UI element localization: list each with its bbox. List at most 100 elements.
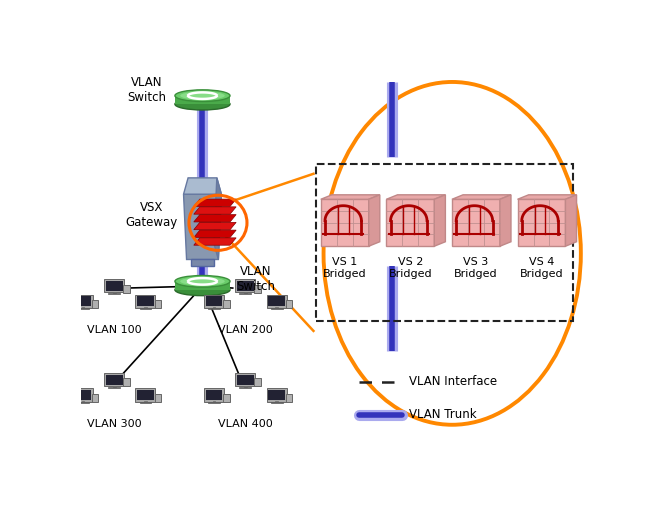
Text: VS 4
Bridged: VS 4 Bridged xyxy=(519,258,563,279)
Bar xyxy=(108,293,120,294)
Bar xyxy=(236,373,255,386)
Bar xyxy=(267,295,286,308)
Polygon shape xyxy=(500,195,511,246)
Polygon shape xyxy=(321,195,380,199)
Bar xyxy=(139,402,151,403)
Text: VLAN 400: VLAN 400 xyxy=(218,419,273,429)
Bar xyxy=(81,307,84,308)
Bar xyxy=(237,281,254,291)
Polygon shape xyxy=(566,195,577,246)
Bar xyxy=(144,307,147,308)
Bar xyxy=(135,388,156,402)
Bar xyxy=(106,375,122,385)
Polygon shape xyxy=(386,195,445,199)
Polygon shape xyxy=(368,195,380,246)
Text: VSX
Gateway: VSX Gateway xyxy=(125,200,178,228)
Bar xyxy=(267,388,286,402)
Ellipse shape xyxy=(175,276,230,287)
Bar xyxy=(106,281,122,291)
Bar xyxy=(240,387,251,388)
Bar xyxy=(244,292,247,293)
Bar xyxy=(275,307,278,308)
Bar xyxy=(92,394,98,402)
Bar xyxy=(77,308,89,310)
Polygon shape xyxy=(518,195,577,199)
Bar xyxy=(386,199,434,246)
Bar xyxy=(139,308,151,310)
Bar xyxy=(240,293,251,294)
Bar xyxy=(175,281,230,290)
Bar xyxy=(154,300,161,308)
Bar xyxy=(255,378,261,386)
Bar xyxy=(204,295,224,308)
Bar xyxy=(236,279,255,292)
Polygon shape xyxy=(452,195,511,199)
Bar xyxy=(74,390,91,400)
Text: VLAN
Switch: VLAN Switch xyxy=(128,76,167,104)
Bar xyxy=(123,378,130,386)
Text: VLAN 200: VLAN 200 xyxy=(218,325,273,335)
Bar xyxy=(73,388,93,402)
Ellipse shape xyxy=(175,90,230,102)
Bar xyxy=(275,401,278,402)
Bar xyxy=(77,402,89,403)
Bar xyxy=(123,285,130,293)
Bar xyxy=(255,285,261,293)
Bar xyxy=(104,373,124,386)
Polygon shape xyxy=(434,195,445,246)
Bar xyxy=(271,308,283,310)
Polygon shape xyxy=(184,194,221,260)
Bar xyxy=(92,300,98,308)
Bar xyxy=(268,296,285,306)
Bar xyxy=(73,295,93,308)
Text: VLAN
Switch: VLAN Switch xyxy=(236,264,275,293)
Bar xyxy=(244,386,247,387)
Polygon shape xyxy=(184,178,221,194)
Polygon shape xyxy=(191,260,214,266)
Bar xyxy=(208,308,220,310)
Text: VS 1
Bridged: VS 1 Bridged xyxy=(323,258,367,279)
Ellipse shape xyxy=(175,284,230,296)
Text: VS 2
Bridged: VS 2 Bridged xyxy=(389,258,432,279)
Bar xyxy=(213,401,215,402)
Bar xyxy=(223,394,230,402)
Bar xyxy=(108,387,120,388)
Bar xyxy=(237,375,254,385)
Bar xyxy=(137,390,154,400)
Polygon shape xyxy=(194,215,236,222)
Bar xyxy=(286,394,292,402)
Bar xyxy=(137,296,154,306)
Bar xyxy=(206,296,223,306)
Bar xyxy=(104,279,124,292)
Bar xyxy=(316,164,574,321)
Bar xyxy=(74,296,91,306)
Text: VS 3
Bridged: VS 3 Bridged xyxy=(454,258,498,279)
Text: VLAN 300: VLAN 300 xyxy=(87,419,141,429)
Bar xyxy=(321,199,368,246)
Bar xyxy=(113,386,115,387)
Bar xyxy=(271,402,283,403)
Bar xyxy=(175,95,230,104)
Ellipse shape xyxy=(180,277,225,285)
Bar xyxy=(206,390,223,400)
Bar xyxy=(268,390,285,400)
Polygon shape xyxy=(194,207,236,214)
Bar xyxy=(135,295,156,308)
Ellipse shape xyxy=(175,98,230,110)
Polygon shape xyxy=(194,238,236,245)
Text: VLAN Trunk: VLAN Trunk xyxy=(409,408,477,421)
Ellipse shape xyxy=(180,92,225,100)
Polygon shape xyxy=(194,223,236,229)
Bar xyxy=(204,388,224,402)
Bar xyxy=(286,300,292,308)
Bar xyxy=(213,307,215,308)
Text: VLAN Interface: VLAN Interface xyxy=(409,375,497,388)
Bar xyxy=(518,199,566,246)
Bar xyxy=(452,199,500,246)
Bar xyxy=(81,401,84,402)
Text: VLAN 100: VLAN 100 xyxy=(87,325,141,335)
Polygon shape xyxy=(214,178,221,260)
Polygon shape xyxy=(194,199,236,206)
Bar xyxy=(113,292,115,293)
Bar xyxy=(208,402,220,403)
